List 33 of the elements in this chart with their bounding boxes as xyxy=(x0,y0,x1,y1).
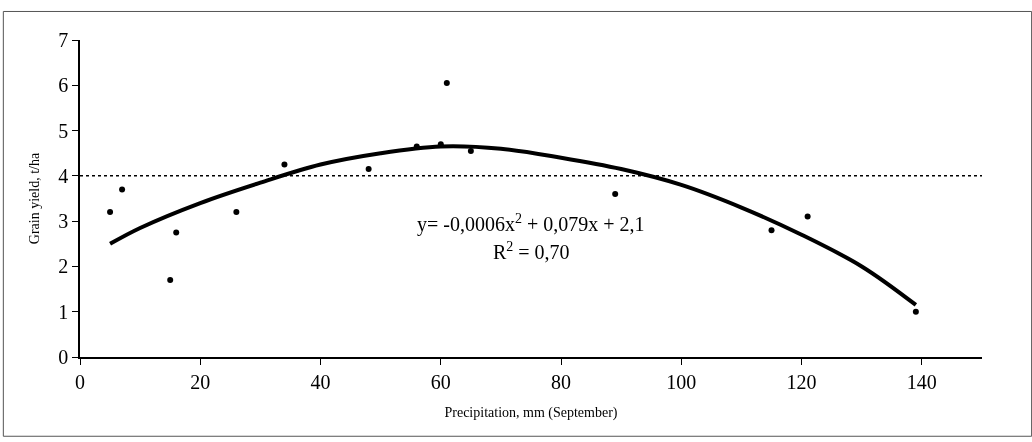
annotation: R$^{2}$ = 0,70 xyxy=(493,239,570,264)
point xyxy=(281,161,288,168)
point xyxy=(768,227,775,234)
x-tick-label: 20 xyxy=(190,370,211,393)
y-tick-label: 1 xyxy=(58,300,69,323)
point xyxy=(612,190,619,197)
y-tick-label: 0 xyxy=(58,346,69,368)
y-tick-label: 4 xyxy=(58,164,69,187)
point xyxy=(119,186,126,193)
point xyxy=(173,229,180,236)
y-tick-label: 5 xyxy=(58,119,69,142)
x-tick-label: 140 xyxy=(906,370,937,393)
x-tick-label: 80 xyxy=(551,370,572,393)
x-axis-title: Precipitation, mm (September) xyxy=(444,404,618,421)
point xyxy=(804,213,811,220)
annotation: y= -0,0006x$^{2}$ + 0,079x + 2,1 xyxy=(417,211,645,237)
point xyxy=(443,80,450,87)
point xyxy=(233,209,240,216)
x-tick-label: 100 xyxy=(666,370,697,393)
x-tick-label: 120 xyxy=(786,370,817,393)
point xyxy=(107,209,114,216)
point xyxy=(167,277,174,284)
y-tick-label: 6 xyxy=(58,74,69,97)
point xyxy=(912,308,919,315)
point xyxy=(467,147,474,154)
y-tick-label: 7 xyxy=(58,29,69,51)
y-tick-label: 2 xyxy=(58,255,69,278)
x-tick-label: 0 xyxy=(75,370,85,393)
x-tick-label: 40 xyxy=(310,370,331,393)
y-tick-label: 3 xyxy=(58,210,69,233)
y-axis-title: Grain yield, t/ha xyxy=(27,152,43,245)
point xyxy=(365,166,372,173)
x-tick-label: 60 xyxy=(430,370,451,393)
